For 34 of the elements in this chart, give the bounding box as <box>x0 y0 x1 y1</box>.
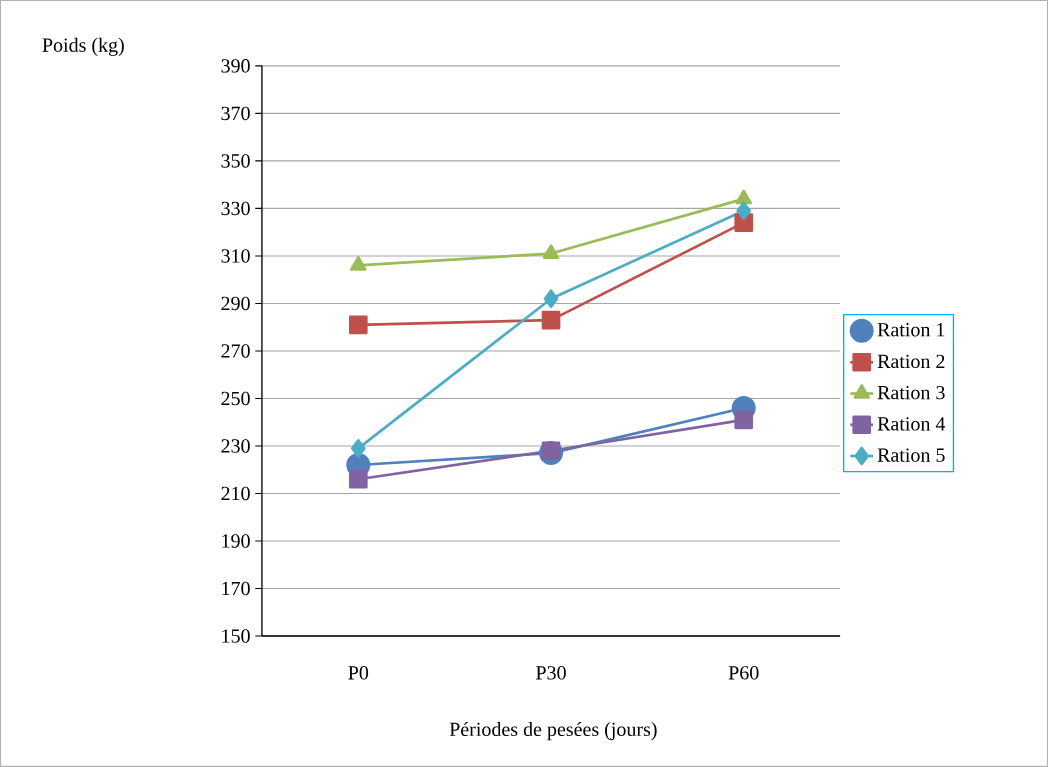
point <box>541 310 561 330</box>
y-tick-label: 350 <box>221 154 250 168</box>
point <box>542 244 560 259</box>
y-tick-label: 210 <box>221 486 250 501</box>
y-tick-label: 310 <box>221 249 250 263</box>
y-tick-label: 250 <box>221 391 250 406</box>
point <box>541 441 561 461</box>
y-tick-label: 390 <box>221 59 250 73</box>
legend-label: Ration 4 <box>877 417 946 431</box>
legend-label: Ration 5 <box>877 448 945 462</box>
point <box>736 201 752 221</box>
x-axis-title: Périodes de pesées (jours) <box>449 721 657 741</box>
x-tick-label: P60 <box>728 666 759 680</box>
legend-label: Ration 1 <box>877 323 945 337</box>
legend-label: Ration 3 <box>877 385 945 400</box>
y-tick-label: 270 <box>221 344 250 358</box>
point <box>350 256 367 271</box>
point <box>348 315 368 335</box>
y-tick-label: 290 <box>221 296 250 311</box>
point <box>543 289 559 309</box>
x-tick-label: P30 <box>536 666 566 680</box>
y-tick-label: 330 <box>221 201 250 216</box>
point <box>350 439 366 458</box>
point <box>348 469 368 489</box>
y-tick-label: 230 <box>221 439 250 453</box>
point <box>735 189 752 205</box>
point <box>734 410 754 430</box>
y-tick-label: 190 <box>222 534 250 548</box>
y-tick-label: 170 <box>222 581 250 596</box>
legend-label: Ration 2 <box>877 354 945 369</box>
y-tick-label: 370 <box>221 106 250 121</box>
x-tick-label: P0 <box>348 666 369 680</box>
y-tick-label: 150 <box>222 629 250 643</box>
y-axis-title: Poids (kg) <box>42 37 124 56</box>
